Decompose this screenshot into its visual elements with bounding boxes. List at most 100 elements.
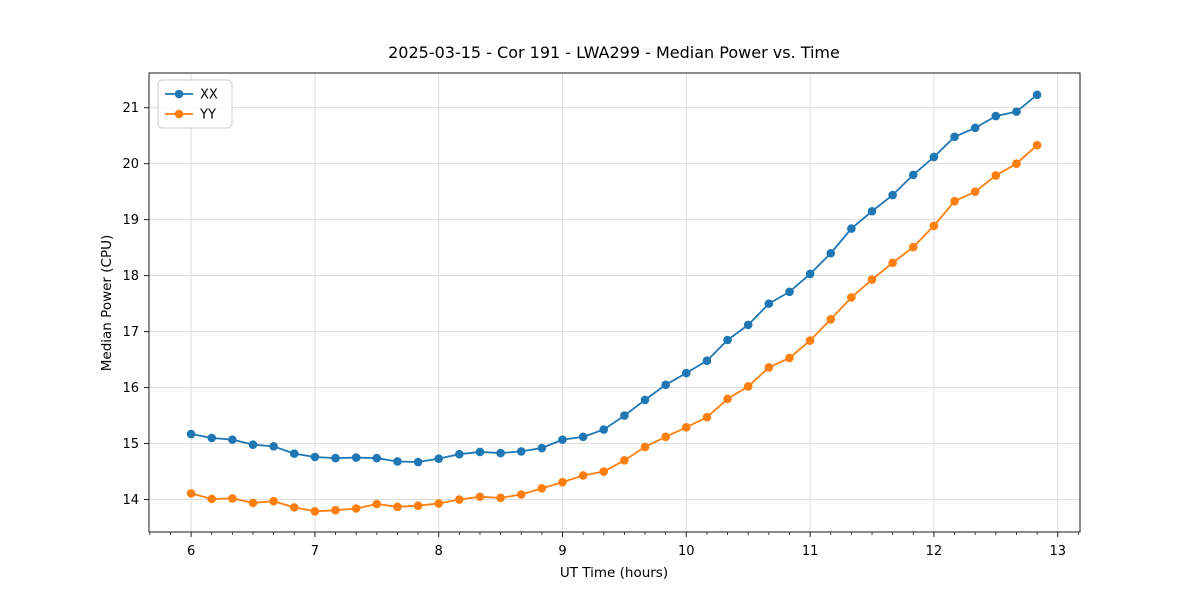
data-point-yy: [558, 477, 567, 487]
data-point-xx: [908, 170, 918, 180]
x-tick-label: 10: [678, 544, 695, 559]
data-point-yy: [186, 489, 196, 498]
data-point-xx: [1012, 107, 1021, 116]
x-axis-label: UT Time (hours): [560, 565, 668, 581]
legend: XX YY: [157, 79, 233, 129]
data-point-xx: [475, 447, 485, 457]
data-point-xx: [393, 457, 402, 466]
data-point-yy: [743, 382, 753, 391]
data-point-xx: [413, 457, 423, 467]
data-point-yy: [248, 498, 258, 508]
data-point-xx: [867, 206, 877, 216]
data-point-xx: [207, 433, 217, 443]
chart-title: 2025-03-15 - Cor 191 - LWA299 - Median P…: [388, 43, 840, 62]
data-point-xx: [351, 453, 361, 462]
grid-lines: [149, 73, 1080, 532]
data-point-xx: [310, 452, 320, 462]
data-point-yy: [702, 412, 712, 422]
x-tick-label: 9: [558, 544, 566, 559]
y-tick-label: 18: [122, 269, 139, 284]
data-point-yy: [331, 505, 340, 515]
data-point-xx: [516, 447, 526, 456]
data-point-xx: [702, 356, 712, 366]
data-point-xx: [558, 435, 567, 444]
x-tick-label: 7: [311, 544, 319, 559]
data-point-yy: [228, 494, 237, 503]
data-point-yy: [1012, 159, 1021, 168]
data-point-yy: [351, 504, 361, 513]
data-point-yy: [888, 258, 897, 268]
data-point-yy: [682, 423, 691, 432]
data-point-yy: [475, 492, 485, 502]
data-point-xx: [269, 442, 278, 451]
data-point-xx: [434, 454, 444, 463]
data-point-xx: [805, 269, 815, 279]
data-point-yy: [537, 484, 547, 493]
legend-box: [157, 79, 233, 129]
y-tick-label: 15: [122, 437, 139, 452]
data-point-yy: [950, 196, 959, 206]
data-point-yy: [599, 467, 609, 476]
x-tick-label: 12: [926, 544, 943, 559]
data-series: [186, 90, 1042, 516]
x-tick-label: 13: [1049, 544, 1066, 559]
data-point-xx: [331, 453, 340, 463]
axes-frame: [148, 72, 1081, 533]
data-point-yy: [578, 471, 588, 480]
data-point-yy: [640, 442, 650, 452]
data-point-yy: [785, 353, 794, 363]
data-point-xx: [764, 299, 774, 308]
data-point-xx: [888, 190, 897, 200]
y-tick-label: 16: [122, 381, 139, 396]
y-tick-label: 20: [122, 157, 139, 172]
data-point-xx: [228, 435, 237, 444]
data-point-yy: [372, 499, 382, 509]
data-point-xx: [640, 395, 650, 405]
data-point-xx: [723, 335, 732, 345]
data-point-xx: [578, 432, 588, 442]
legend-marker-xx: [174, 89, 184, 99]
legend-label-yy: YY: [199, 108, 216, 123]
data-point-yy: [434, 499, 444, 508]
legend-marker-yy: [174, 109, 184, 119]
data-point-yy: [496, 493, 505, 503]
data-point-yy: [413, 501, 423, 510]
data-point-yy: [908, 242, 918, 252]
data-point-xx: [743, 320, 753, 330]
data-point-yy: [723, 394, 732, 404]
y-tick-label: 14: [122, 493, 139, 508]
data-point-yy: [867, 275, 877, 284]
data-point-xx: [455, 449, 464, 459]
data-point-xx: [289, 449, 299, 458]
data-point-yy: [970, 187, 980, 196]
data-point-yy: [455, 495, 464, 504]
data-point-yy: [1032, 140, 1042, 150]
data-point-xx: [847, 224, 856, 233]
legend-label-xx: XX: [200, 88, 218, 103]
data-point-xx: [248, 440, 258, 449]
y-tick-label: 19: [122, 213, 139, 228]
data-point-xx: [599, 425, 609, 434]
data-point-xx: [537, 443, 547, 453]
data-point-yy: [764, 363, 774, 372]
data-point-yy: [289, 503, 299, 512]
x-tick-label: 11: [802, 544, 819, 559]
data-point-yy: [516, 490, 526, 499]
x-tick-label: 8: [435, 544, 443, 559]
data-point-yy: [847, 293, 856, 302]
data-point-xx: [785, 287, 794, 297]
data-point-yy: [929, 221, 939, 231]
data-point-xx: [186, 429, 196, 439]
series-line-xx: [190, 94, 1038, 463]
data-point-xx: [620, 411, 629, 420]
data-point-yy: [991, 171, 1001, 180]
y-tick-label: 21: [122, 101, 139, 116]
x-tick-label: 6: [187, 544, 195, 559]
data-point-xx: [682, 368, 691, 378]
data-point-xx: [826, 248, 836, 258]
data-point-xx: [970, 123, 980, 133]
data-point-yy: [207, 494, 217, 504]
data-point-yy: [826, 314, 836, 324]
